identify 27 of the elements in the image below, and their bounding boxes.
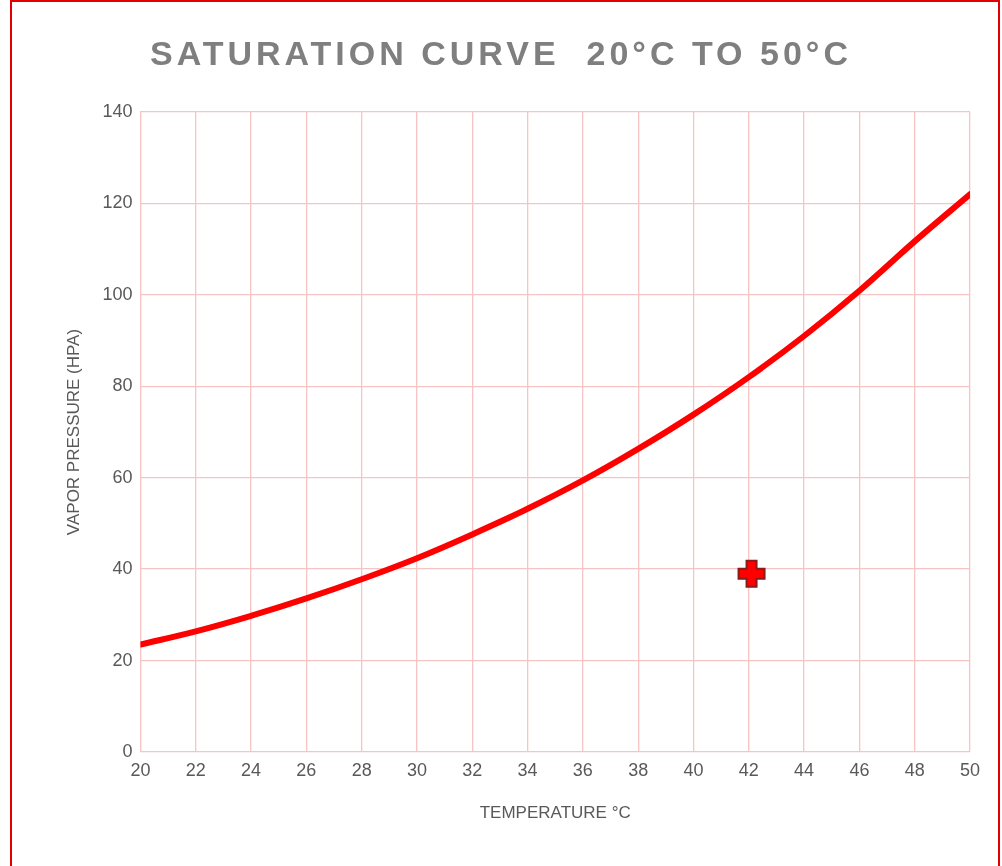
y-tick-label: 100 <box>102 283 133 304</box>
x-tick-label: 28 <box>351 759 372 780</box>
x-tick-label: 48 <box>904 759 925 780</box>
x-tick-label: 50 <box>959 759 981 780</box>
x-tick-label: 34 <box>517 759 538 780</box>
chart-title: SATURATION CURVE 20°C TO 50°C <box>149 34 853 73</box>
y-tick-label: 20 <box>112 649 133 670</box>
x-tick-label: 30 <box>406 759 427 780</box>
y-tick-label: 60 <box>112 466 133 487</box>
y-tick-label: 140 <box>102 100 133 121</box>
x-tick-label: 38 <box>628 759 649 780</box>
x-tick-label: 42 <box>738 759 759 780</box>
x-tick-label: 44 <box>794 759 815 780</box>
x-tick-label: 46 <box>849 759 870 780</box>
y-axis-title: VAPOR PRESSURE (HPA) <box>63 328 83 536</box>
y-tick-label: 80 <box>112 375 133 396</box>
x-tick-label: 40 <box>683 759 704 780</box>
x-tick-label: 32 <box>462 759 483 780</box>
x-axis-title: TEMPERATURE °C <box>479 803 631 823</box>
x-tick-label: 24 <box>241 759 262 780</box>
y-tick-label: 120 <box>102 192 133 213</box>
y-tick-label: 40 <box>112 558 133 579</box>
x-tick-label: 36 <box>572 759 593 780</box>
x-tick-label: 20 <box>130 759 151 780</box>
x-tick-label: 22 <box>185 759 206 780</box>
y-tick-label: 0 <box>122 740 133 761</box>
x-tick-label: 26 <box>296 759 317 780</box>
